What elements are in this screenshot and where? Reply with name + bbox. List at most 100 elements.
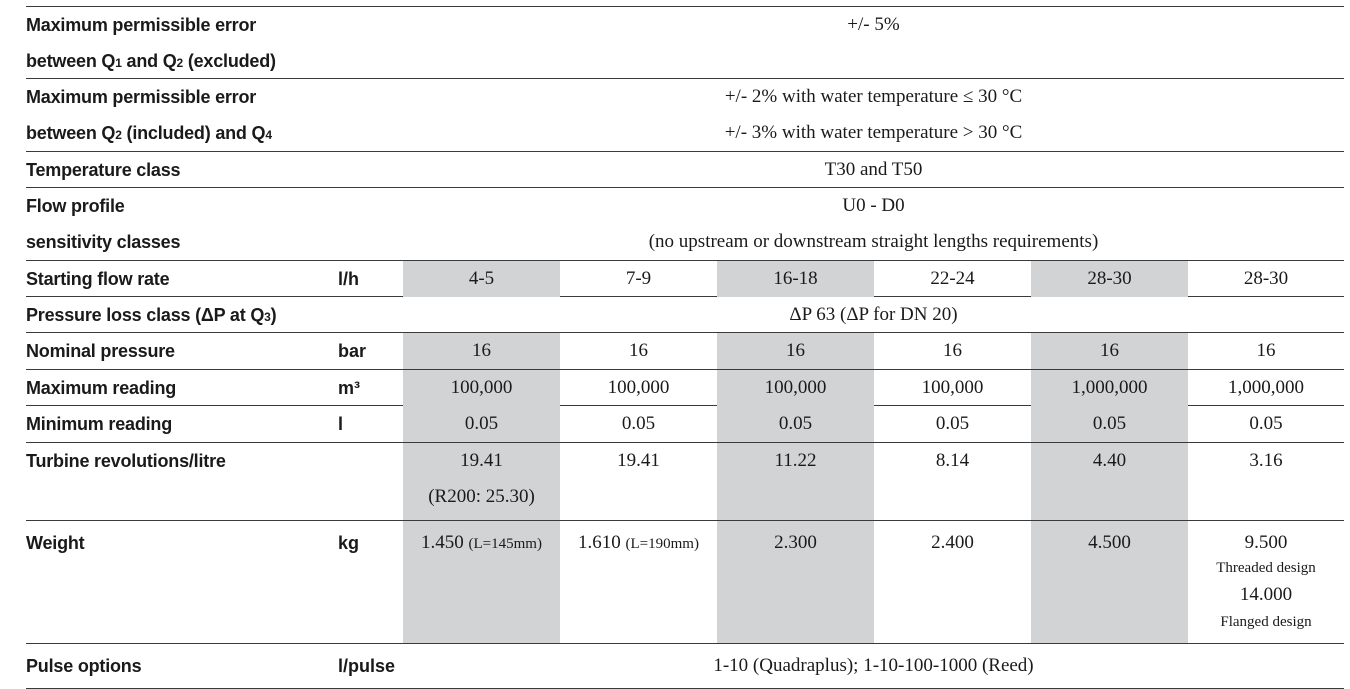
row-label: Nominal pressure: [26, 333, 338, 369]
row-starting-flow-rate: Starting flow rate l/h 4-5 7-9 16-18 22-…: [26, 261, 1344, 297]
value-text: 2.300: [774, 532, 817, 553]
value-note: (R200: 25.30): [428, 486, 535, 507]
label-line: Weight: [26, 533, 85, 553]
value-text: 14.000: [1239, 584, 1293, 605]
value-cell: 8.14: [935, 450, 970, 471]
row-unit: m³: [338, 370, 403, 406]
value-cell: 16: [943, 340, 962, 361]
value-cell: 28-30: [1031, 261, 1188, 297]
subscript: 4: [265, 128, 272, 142]
row-unit: kg: [338, 521, 403, 643]
row-value: 1-10 (Quadraplus); 1-10-100-1000 (Reed): [403, 644, 1344, 688]
value-note: Threaded design: [1216, 560, 1316, 576]
value-text: ΔP 63 (ΔP for DN 20): [789, 304, 958, 325]
row-unit: [338, 443, 403, 520]
row-unit: l: [338, 406, 403, 442]
row-maximum-reading: Maximum reading m³ 100,000 100,000 100,0…: [26, 370, 1344, 406]
label-line: Maximum permissible error: [26, 87, 257, 107]
value-cell: 0.05: [935, 413, 970, 434]
unit-text: m³: [338, 378, 360, 398]
row-label: Pressure loss class (ΔP at Q3): [26, 297, 403, 335]
value-cell: 0.05: [403, 406, 560, 442]
value-text: +/- 5%: [847, 14, 900, 35]
row-label: Maximum permissible error between Q2 (in…: [26, 79, 403, 153]
value-text: U0 - D0: [842, 195, 905, 216]
value-cell: 4.40: [1031, 443, 1188, 520]
row-value: ΔP 63 (ΔP for DN 20): [403, 297, 1344, 335]
value-note: (L=145mm): [468, 536, 542, 552]
label-part: ): [270, 305, 277, 325]
row-pulse-options: Pulse options l/pulse 1-10 (Quadraplus);…: [26, 644, 1344, 689]
label-part: (excluded): [183, 51, 276, 71]
label-line: Starting flow rate: [26, 269, 170, 289]
value-cell: 16: [403, 333, 560, 369]
value-cell: 100,000: [921, 377, 984, 398]
subscript: 2: [115, 128, 122, 142]
value-cell: 28-30: [1243, 268, 1289, 289]
row-value: T30 and T50: [403, 152, 1344, 188]
value-cell: 11.22: [717, 443, 874, 520]
row-unit: bar: [338, 333, 403, 369]
value-cell: 100,000: [403, 370, 560, 406]
label-line: Nominal pressure: [26, 341, 175, 361]
value-text: T30 and T50: [824, 159, 923, 180]
specification-table: Maximum permissible error between Q1 and…: [26, 6, 1344, 689]
value-text: 9.500: [1244, 532, 1288, 553]
subscript: 1: [115, 56, 122, 70]
row-label: Minimum reading: [26, 406, 338, 442]
label-line: Turbine revolutions/litre: [26, 451, 226, 471]
row-value: +/- 2% with water temperature ≤ 30 °C +/…: [403, 79, 1344, 153]
value-cell: 1.450 (L=145mm): [403, 521, 560, 643]
value-text: 4.500: [1088, 532, 1131, 553]
row-value: +/- 5%: [403, 7, 1344, 81]
row-label: Weight: [26, 521, 338, 643]
value-cell: 4-5: [403, 261, 560, 297]
row-label: Turbine revolutions/litre: [26, 443, 338, 520]
label-line: Pulse options: [26, 656, 142, 676]
value-cell: 7-9: [625, 268, 652, 289]
unit-text: l/h: [338, 269, 359, 289]
value-cell: 16: [1256, 340, 1276, 361]
value-cell: 9.500 Threaded design 14.000 Flanged des…: [1188, 521, 1344, 643]
unit-text: l/pulse: [338, 656, 396, 676]
subscript: 3: [264, 310, 271, 324]
row-flow-profile: Flow profile sensitivity classes U0 - D0…: [26, 188, 1344, 261]
row-value: U0 - D0 (no upstream or downstream strai…: [403, 188, 1344, 260]
value-cell: 1.610 (L=190mm): [560, 521, 717, 643]
value-cell: 19.41: [617, 450, 660, 471]
label-line: Maximum reading: [26, 378, 177, 398]
unit-text: bar: [338, 341, 367, 361]
value-cell: 19.41 (R200: 25.30): [403, 443, 560, 520]
row-mpe-q1-q2: Maximum permissible error between Q1 and…: [26, 7, 1344, 79]
label-line: Flow profile: [26, 196, 125, 216]
row-label: Flow profile sensitivity classes: [26, 188, 403, 260]
row-label: Maximum reading: [26, 370, 338, 406]
label-line: sensitivity classes: [26, 232, 181, 252]
value-cell: 4.500: [1031, 521, 1188, 643]
value-cell: 16-18: [717, 261, 874, 297]
label-line: Maximum permissible error: [26, 15, 257, 35]
value-text: +/- 2% with water temperature ≤ 30 °C: [724, 86, 1023, 107]
label-line: Pressure loss class (ΔP at Q3): [26, 297, 403, 335]
row-unit: l/h: [338, 261, 403, 297]
value-text: 1.610: [578, 532, 621, 553]
value-cell: 100,000: [717, 370, 874, 406]
label-line: between Q2 (included) and Q4: [26, 115, 403, 153]
value-cell: 2.400: [874, 521, 1031, 643]
value-cell: 3.16: [1249, 450, 1283, 471]
row-nominal-pressure: Nominal pressure bar 16 16 16 16 16 16: [26, 333, 1344, 370]
unit-text: l: [338, 414, 344, 434]
row-unit: l/pulse: [338, 644, 403, 688]
value-cell: 22-24: [930, 268, 975, 289]
row-label: Starting flow rate: [26, 261, 338, 297]
value-text: +/- 3% with water temperature > 30 °C: [724, 122, 1023, 143]
label-line: between Q1 and Q2 (excluded): [26, 43, 403, 81]
subscript: 2: [176, 56, 184, 70]
label-part: and Q: [121, 51, 177, 71]
value-cell: 16: [717, 333, 874, 369]
label-line: Temperature class: [26, 160, 181, 180]
row-minimum-reading: Minimum reading l 0.05 0.05 0.05 0.05 0.…: [26, 406, 1344, 443]
row-turbine-revolutions: Turbine revolutions/litre 19.41 (R200: 2…: [26, 443, 1344, 521]
unit-text: kg: [338, 533, 360, 553]
label-part: between Q: [26, 123, 116, 143]
